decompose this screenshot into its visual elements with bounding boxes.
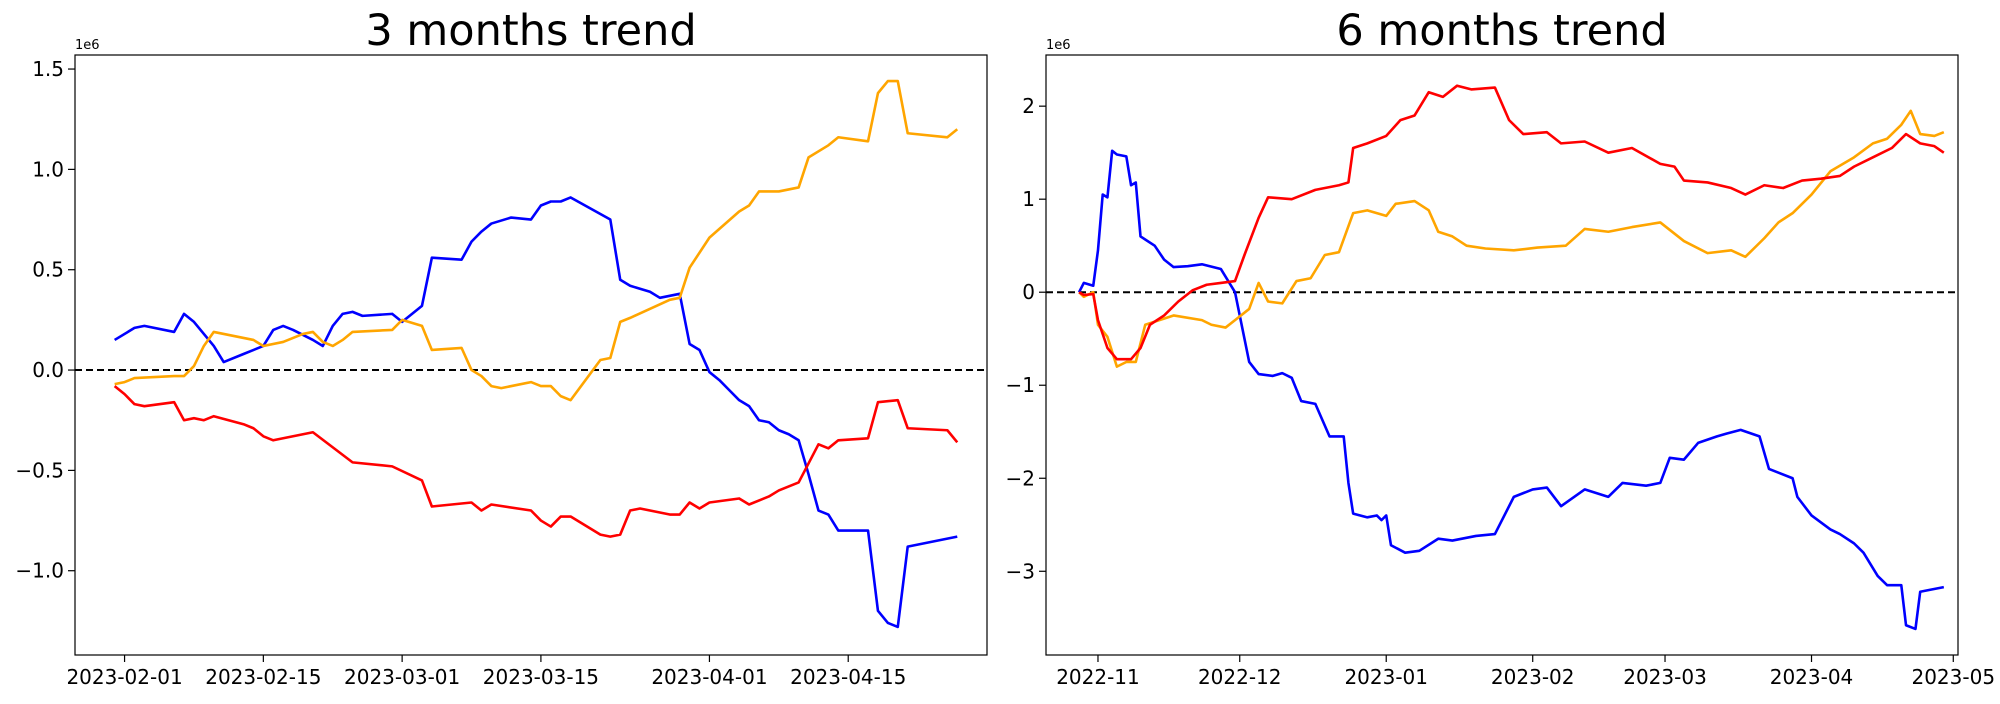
x-tick-label: 2023-03-15 [483, 665, 599, 689]
series-line-3 [113, 385, 959, 538]
series-line-2 [1078, 109, 1945, 368]
series-line-3 [1078, 84, 1945, 361]
x-tick-label: 2023-04 [1770, 665, 1854, 689]
y-offset-label: 1e6 [1046, 38, 1071, 53]
chart-title: 6 months trend [1336, 6, 1667, 56]
x-tick-label: 2023-02-15 [205, 665, 321, 689]
y-tick-label: 1.5 [32, 57, 64, 81]
plot-frame [74, 54, 988, 656]
y-tick-label: 0.0 [32, 358, 64, 382]
y-tick-label: 1 [1022, 187, 1035, 211]
y-tick-label: 1.0 [32, 157, 64, 181]
x-tick-label: 2023-01 [1344, 665, 1428, 689]
series-line-1 [1077, 149, 1945, 631]
x-tick-label: 2023-04-15 [790, 665, 906, 689]
x-tick-label: 2022-11 [1056, 665, 1140, 689]
plot-frame [1045, 54, 1959, 656]
y-tick-label: 0.5 [32, 258, 64, 282]
y-tick-label: 0 [1022, 280, 1035, 304]
y-tick-label: −1 [1006, 373, 1035, 397]
y-tick-label: 2 [1022, 94, 1035, 118]
x-tick-label: 2023-02 [1491, 665, 1575, 689]
chart-panel-1: 3 months trend 1e6 −1.0 −0.5 0.0 0.5 1.0 1.5 202… [15, 6, 988, 689]
x-tick-label: 2023-05 [1911, 665, 1995, 689]
y-tick-label: −2 [1006, 466, 1035, 490]
chart-panel-2: 6 months trend 1e6 −3 −2 −1 0 1 2 2022-11 2022-12… [1006, 6, 1996, 689]
x-tick-label: 2023-03 [1623, 665, 1707, 689]
x-tick-label: 2023-02-01 [66, 665, 182, 689]
series-line-1 [113, 196, 958, 629]
chart-title: 3 months trend [365, 6, 696, 56]
y-tick-label: −3 [1006, 559, 1035, 583]
y-offset-label: 1e6 [75, 38, 100, 53]
y-tick-label: −1.0 [15, 559, 64, 583]
x-tick-label: 2023-03-01 [344, 665, 460, 689]
y-tick-label: −0.5 [15, 458, 64, 482]
series-line-2 [114, 79, 959, 402]
x-tick-label: 2023-04-01 [651, 665, 767, 689]
x-tick-label: 2022-12 [1198, 665, 1282, 689]
